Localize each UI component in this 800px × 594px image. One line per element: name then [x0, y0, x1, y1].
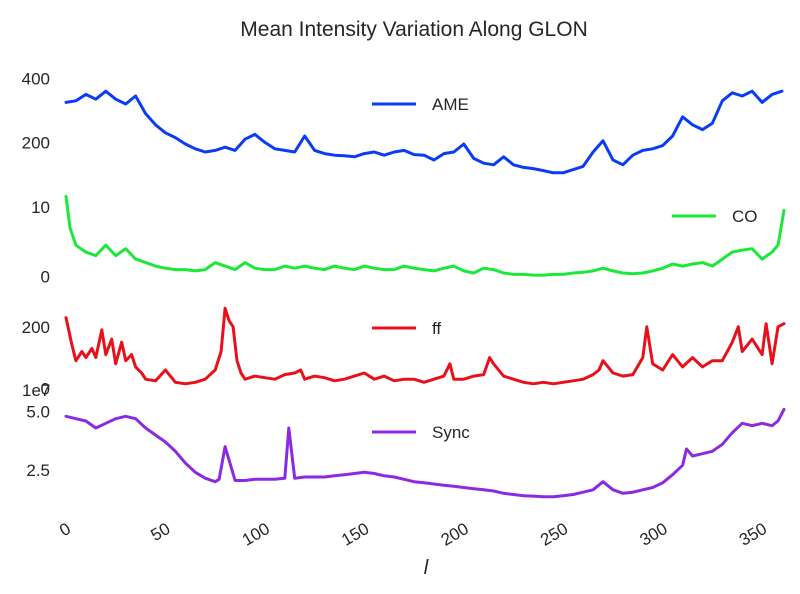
- panel-ame: 200 400 AME: [22, 69, 784, 175]
- y-scale-label-sync: 1e7: [22, 381, 50, 400]
- y-tick-label-ame: 200: [22, 133, 50, 152]
- y-tick-label-co: 10: [31, 198, 50, 217]
- series-line-ff: [64, 306, 786, 386]
- y-tick-label-sync: 5.0: [26, 403, 50, 422]
- y-tick-label-sync: 2.5: [26, 461, 50, 480]
- chart-title: Mean Intensity Variation Along GLON: [240, 18, 587, 41]
- legend-label-co: CO: [732, 207, 758, 226]
- x-tick-label: 200: [438, 519, 472, 550]
- legend-label-ff: ff: [432, 319, 441, 338]
- x-tick-label: 350: [736, 519, 770, 550]
- series-line-co: [64, 194, 786, 277]
- x-tick-label: 100: [239, 519, 273, 550]
- y-tick-label-ff: 200: [22, 318, 50, 337]
- series-line-sync: [64, 407, 786, 499]
- x-axis: 0 50 100 150 200 250 300 350: [56, 519, 770, 550]
- x-tick-label: 150: [338, 519, 372, 550]
- panel-co: 0 10 CO: [31, 194, 786, 287]
- legend-label-ame: AME: [432, 95, 469, 114]
- x-axis-label: l: [424, 557, 429, 579]
- panel-sync: 2.5 5.0 1e7 Sync: [22, 381, 786, 499]
- x-tick-label: 0: [56, 519, 74, 540]
- legend-label-sync: Sync: [432, 423, 470, 442]
- panel-ff: 0 200 ff: [22, 306, 786, 398]
- series-line-ame: [64, 89, 784, 175]
- y-tick-label-ff: 0: [41, 379, 50, 398]
- x-tick-label: 50: [148, 519, 174, 545]
- x-tick-label: 300: [637, 519, 671, 550]
- chart-panels: 200 400 AME 0 10 CO 0 200 ff 2.5 5.0 1e7 Sync: [22, 69, 786, 499]
- y-tick-label-ame: 400: [22, 69, 50, 88]
- y-tick-label-co: 0: [41, 268, 50, 287]
- x-tick-label: 250: [537, 519, 571, 550]
